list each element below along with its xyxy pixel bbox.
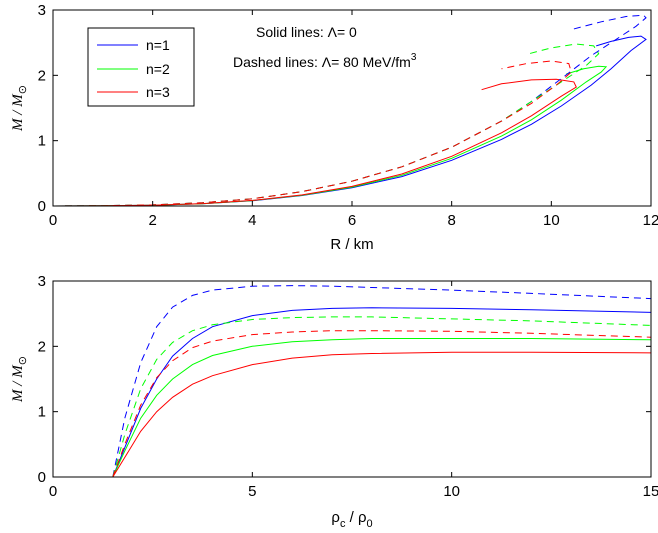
- bottom-y-tick-label: 0: [38, 469, 46, 486]
- bottom-y-tick-label: 3: [38, 273, 46, 290]
- bottom-plot-area: [53, 281, 651, 477]
- bottom-x-tick-label: 5: [248, 483, 256, 500]
- legend-box: [87, 27, 195, 107]
- top-x-axis-label: R / km: [330, 236, 373, 253]
- bottom-axes-box: [52, 280, 652, 478]
- bottom-series-lines: [112, 285, 652, 478]
- bottom-series-n1-dashed-line: [112, 285, 652, 478]
- top-series-n3-solid-line: [52, 78, 577, 207]
- legend-entry-n3: n=3: [146, 84, 170, 100]
- top-x-tick-label: 2: [148, 212, 156, 229]
- top-x-tick-label: 12: [643, 212, 658, 229]
- bottom-x-tick-label: 0: [49, 483, 57, 500]
- top-series-n3-dashed-line: [52, 60, 572, 207]
- top-y-axis-label: M / M⊙: [10, 85, 29, 132]
- top-x-tick-label: 0: [49, 212, 57, 229]
- bottom-series-n2-dashed-line: [112, 316, 652, 478]
- bottom-x-tick-label: 10: [443, 483, 460, 500]
- bottom-x-axis-label: ρc / ρ0: [331, 509, 372, 530]
- top-y-tick-label: 1: [38, 133, 46, 150]
- annotation-dashed-lines: Dashed lines: Λ= 80 MeV/fm3: [233, 52, 417, 70]
- bottom-series-n3-solid-line: [112, 351, 652, 478]
- top-y-tick-label: 2: [38, 67, 46, 84]
- legend-entry-n1: n=1: [146, 37, 170, 53]
- bottom-series-n3-dashed-line: [112, 330, 652, 478]
- bottom-panel: 0 5 10 15 0 1 2 3 ρc / ρ0 M / M⊙: [10, 273, 658, 530]
- top-x-tick-label: 10: [543, 212, 560, 229]
- bottom-y-tick-label: 2: [38, 338, 46, 355]
- top-series-lines: [52, 14, 647, 207]
- bottom-x-tick-label: 15: [643, 483, 658, 500]
- bottom-series-n1-solid-line: [112, 307, 652, 478]
- top-x-tick-label: 6: [348, 212, 356, 229]
- legend: n=1 n=2 n=3: [87, 27, 195, 107]
- annotation-solid-lines: Solid lines: Λ= 0: [256, 24, 357, 40]
- bottom-y-tick-label: 1: [38, 404, 46, 421]
- bottom-series-n2-solid-line: [112, 338, 652, 478]
- top-x-tick-label: 8: [447, 212, 455, 229]
- bottom-ticks: 0 5 10 15 0 1 2 3: [38, 273, 658, 500]
- bottom-y-axis-label: M / M⊙: [10, 356, 29, 403]
- top-y-tick-label: 0: [38, 198, 46, 215]
- top-y-tick-label: 3: [38, 2, 46, 19]
- legend-entry-n2: n=2: [146, 61, 170, 77]
- top-x-tick-label: 4: [248, 212, 256, 229]
